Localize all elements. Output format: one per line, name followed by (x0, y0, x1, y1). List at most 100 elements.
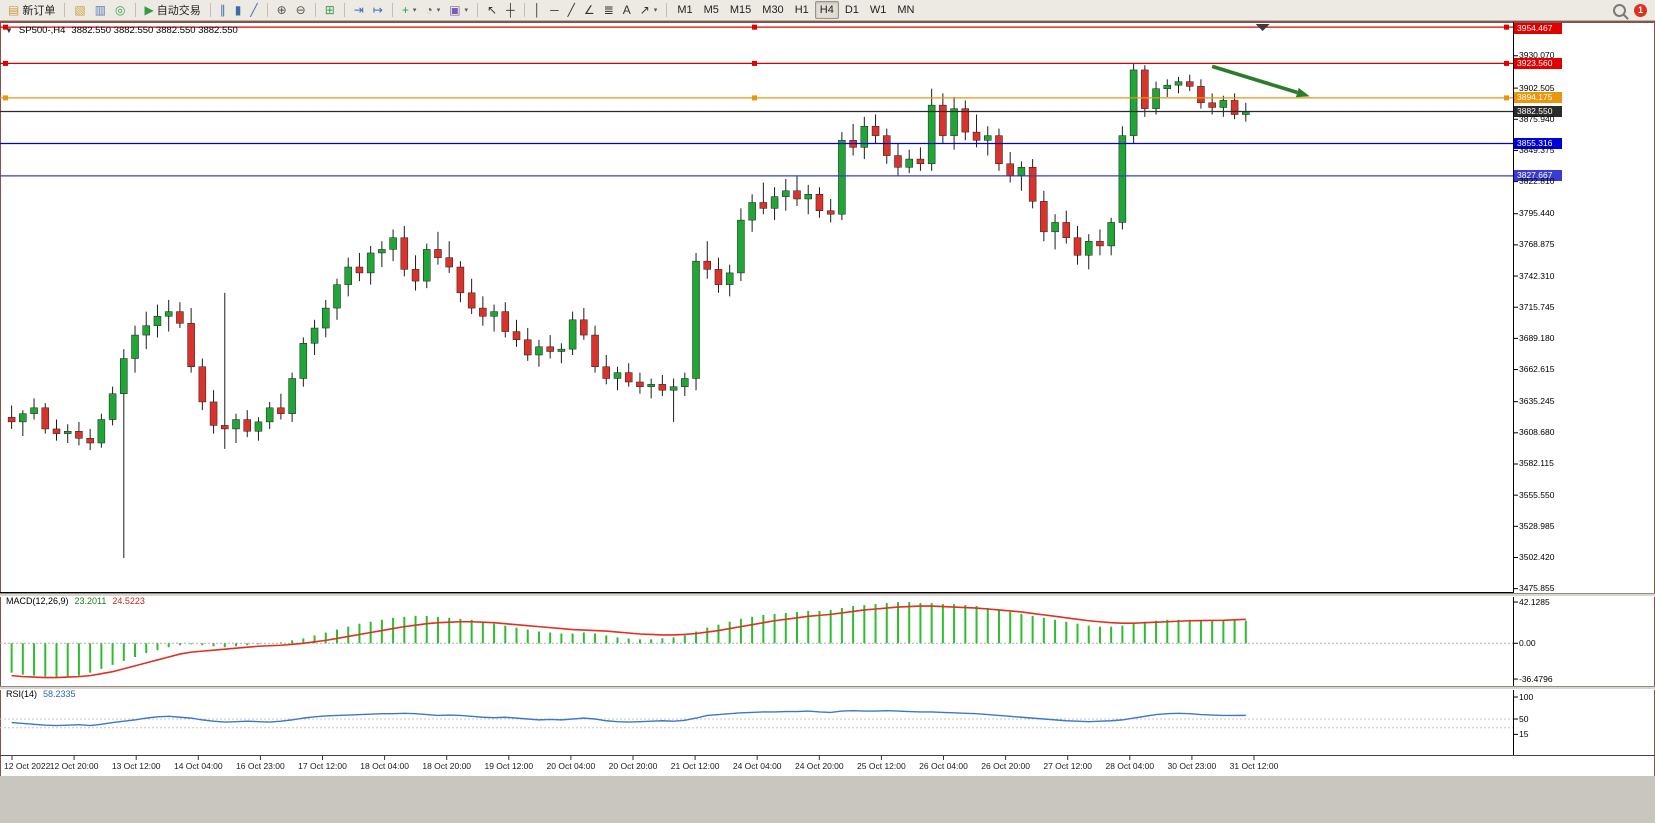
timeframe-h4[interactable]: H4 (814, 1, 839, 19)
timeframe-mn-label: MN (897, 4, 915, 16)
arrows-tool-dropdown[interactable]: ↗ ▾ (636, 0, 662, 20)
dropdown-caret-icon: ▾ (436, 7, 441, 14)
candlestick-mode-icon[interactable]: ▮ (231, 0, 246, 20)
new-chart-dropdown[interactable]: + ▾ (398, 0, 421, 20)
tile-windows-icon[interactable]: ⊞ (321, 0, 339, 20)
horizontal-line-tool-icon-glyph: ─ (550, 3, 559, 17)
toolbar-separator (134, 3, 136, 17)
timeframe-h1[interactable]: H1 (790, 1, 814, 19)
timeframe-d1-label: D1 (844, 4, 859, 16)
toolbar-right: 1 (1613, 3, 1651, 17)
chart-plot-area[interactable] (0, 22, 1513, 592)
text-tool-icon-glyph: A (622, 3, 631, 17)
candlestick-mode-icon-glyph: ▮ (234, 3, 242, 17)
new-order-button[interactable]: ▤ 新订单 (4, 0, 59, 20)
timeframe-m30[interactable]: M30 (757, 1, 788, 19)
toolbar-separator (523, 3, 525, 17)
rsi-panel[interactable] (0, 690, 1513, 755)
cursor-tool-icon[interactable]: ↖ (483, 0, 501, 20)
dropdown-caret-icon: ▾ (412, 7, 417, 14)
template-dropdown[interactable]: ▣ ▾ (445, 0, 472, 20)
trendline-tool-icon-glyph: ╱ (567, 3, 575, 17)
timeframe-m15[interactable]: M15 (725, 1, 756, 19)
text-tool-icon[interactable]: A (619, 0, 635, 20)
chart-shift-icon[interactable]: ↦ (369, 0, 387, 20)
dropdown-caret-icon: ▾ (653, 7, 658, 14)
autotrading-button[interactable]: ▶ 自动交易 (141, 0, 205, 20)
notification-badge[interactable]: 1 (1634, 3, 1647, 17)
period-dropdown[interactable]: ◔ ▾ (421, 0, 444, 20)
zoom-in-icon-glyph: ⊕ (276, 3, 287, 17)
toolbar-separator (666, 3, 668, 17)
toolbar-separator (391, 3, 393, 17)
market-watch-icon-glyph: ▥ (94, 3, 107, 17)
rsi-indicator (0, 696, 1518, 735)
zoom-out-icon[interactable]: ⊖ (292, 0, 310, 20)
chart-shift-icon-glyph: ↦ (372, 3, 383, 17)
line-chart-mode-icon-glyph: ╱ (250, 3, 258, 17)
timeframe-w1[interactable]: W1 (865, 1, 892, 19)
crosshair-tool-icon-glyph: ┼ (506, 3, 515, 17)
trendline-tool-icon[interactable]: ╱ (564, 0, 579, 20)
timeframe-m15-label: M15 (729, 4, 752, 16)
crosshair-tool-icon[interactable]: ┼ (502, 0, 519, 20)
timeframe-mn[interactable]: MN (892, 1, 919, 19)
toolbar-separator (209, 3, 211, 17)
vertical-line-tool-icon[interactable]: │ (530, 0, 546, 20)
arrows-tool-dropdown-glyph: ↗ (639, 3, 650, 17)
timeframe-h1-label: H1 (794, 4, 809, 16)
channel-tool-icon[interactable]: ∠ (580, 0, 599, 20)
fibonacci-tool-icon[interactable]: ≣ (600, 0, 618, 20)
hline-pivot[interactable] (0, 95, 1513, 101)
timeframe-m30-label: M30 (762, 4, 784, 16)
auto-scroll-icon-glyph: ⇥ (353, 3, 364, 17)
new-order-button-label: 新订单 (22, 5, 56, 17)
autotrading-button-label: 自动交易 (156, 5, 201, 17)
dropdown-caret-icon: ▾ (464, 7, 469, 14)
navigator-icon[interactable]: ◎ (111, 0, 129, 20)
navigator-icon-glyph: ◎ (115, 3, 126, 17)
vertical-line-tool-icon-glyph: │ (533, 3, 542, 17)
period-dropdown-glyph: ◔ (425, 3, 433, 17)
toolbar-separator (343, 3, 345, 17)
market-watch-icon[interactable]: ▥ (91, 0, 110, 20)
toolbar: ▤ 新订单 ▧ ▥ ◎ ▶ 自动交易 ∥ ▮ ╱ ⊕ ⊖ ⊞ ⇥ ↦ + ▾ ◔ ▾ ▣ ▾ ↖ ┼ │ ─ ╱ ∠ ≣ A ↗ ▾ M1 M5… (0, 0, 1655, 21)
bar-chart-mode-icon-glyph: ∥ (219, 3, 226, 17)
timeframe-w1-label: W1 (869, 4, 887, 16)
new-chart-dropdown-glyph: + (401, 3, 409, 17)
macd-indicator (0, 601, 1518, 680)
zoom-in-icon[interactable]: ⊕ (273, 0, 291, 20)
auto-scroll-icon[interactable]: ⇥ (350, 0, 368, 20)
chart-shift-marker[interactable] (1255, 24, 1270, 31)
line-chart-mode-icon[interactable]: ╱ (246, 0, 261, 20)
price-scale[interactable] (1513, 22, 1655, 755)
tile-windows-icon-glyph: ⊞ (324, 3, 335, 17)
zoom-out-icon-glyph: ⊖ (295, 3, 306, 17)
timeframe-m1-label: M1 (677, 4, 693, 16)
time-axis[interactable] (0, 756, 1655, 776)
timeframe-m5[interactable]: M5 (699, 1, 724, 19)
timeframe-m1[interactable]: M1 (672, 1, 697, 19)
chart-window-icon-glyph: ▧ (74, 3, 86, 17)
bottom-strip (0, 776, 1655, 823)
autotrading-play-icon: ▶ (144, 3, 154, 17)
new-order-icon: ▤ (8, 3, 20, 17)
horizontal-line-tool-icon[interactable]: ─ (546, 0, 563, 20)
cursor-tool-icon-glyph: ↖ (487, 3, 498, 17)
chart-window-icon[interactable]: ▧ (70, 0, 89, 20)
toolbar-separator (314, 3, 316, 17)
search-icon[interactable] (1613, 3, 1626, 17)
macd-panel[interactable] (0, 597, 1513, 686)
bar-chart-mode-icon[interactable]: ∥ (216, 0, 230, 20)
candles-layer (7, 62, 1250, 558)
toolbar-separator (477, 3, 479, 17)
hline-resistance[interactable] (0, 60, 1513, 66)
timeframe-d1[interactable]: D1 (840, 1, 864, 19)
toolbar-separator (64, 3, 66, 17)
timeframe-h4-label: H4 (819, 4, 834, 16)
trend-arrow[interactable] (1211, 64, 1310, 98)
template-dropdown-glyph: ▣ (449, 3, 461, 17)
fibonacci-tool-icon-glyph: ≣ (603, 3, 614, 17)
